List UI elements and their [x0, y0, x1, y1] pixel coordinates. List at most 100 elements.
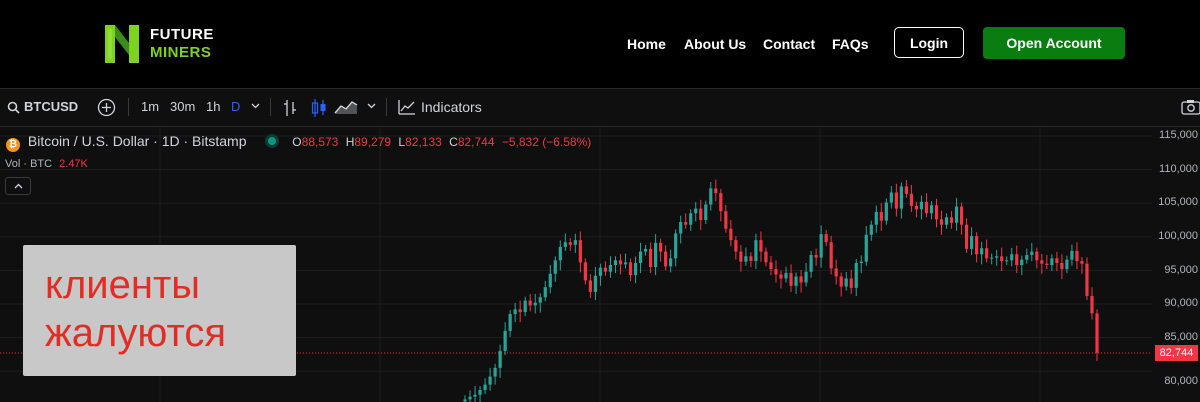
- candle: [1015, 254, 1019, 266]
- candle: [478, 390, 482, 395]
- candle: [919, 201, 924, 210]
- candle: [694, 208, 698, 214]
- candle: [508, 314, 512, 331]
- candle: [648, 248, 653, 268]
- candle: [1010, 254, 1014, 261]
- interval-30m[interactable]: 30m: [170, 99, 196, 114]
- candle: [613, 260, 618, 266]
- login-button[interactable]: Login: [894, 27, 964, 58]
- candle: [483, 384, 487, 391]
- candle: [598, 267, 603, 276]
- candle: [1055, 258, 1059, 264]
- candle: [518, 309, 522, 313]
- candle: [528, 300, 532, 306]
- candle: [839, 276, 843, 287]
- chevron-down-icon[interactable]: [367, 103, 376, 109]
- candle: [1085, 263, 1089, 296]
- change-value: −5,832 (−6.58%): [501, 135, 592, 149]
- interval-1m[interactable]: 1m: [141, 99, 160, 114]
- indicators-button[interactable]: Indicators: [421, 99, 482, 115]
- price-plot[interactable]: [0, 126, 1152, 402]
- nav-about-us[interactable]: About Us: [684, 36, 747, 52]
- future-miners-logo[interactable]: FUTURE MINERS: [103, 18, 214, 70]
- candle: [588, 280, 592, 292]
- add-symbol-icon[interactable]: [97, 98, 116, 117]
- candle: [578, 240, 582, 263]
- candle: [859, 261, 863, 264]
- candle: [809, 254, 813, 272]
- candle: [498, 351, 502, 368]
- candle: [990, 257, 994, 259]
- symbol-search[interactable]: BTCUSD: [24, 99, 79, 114]
- candle: [924, 201, 929, 214]
- candle: [970, 236, 974, 249]
- candle: [563, 242, 567, 247]
- candlestick-icon[interactable]: [311, 98, 327, 118]
- candle: [909, 193, 914, 206]
- candle: [754, 240, 758, 261]
- camera-icon[interactable]: [1181, 99, 1200, 115]
- close-value: 82,744: [457, 135, 495, 149]
- symbol-title[interactable]: Bitcoin / U.S. Dollar · 1D · Bitstamp: [27, 133, 247, 149]
- candle: [899, 186, 903, 209]
- candle: [954, 206, 959, 223]
- candle: [1075, 250, 1079, 261]
- interval-1h[interactable]: 1h: [206, 99, 221, 114]
- candle: [934, 205, 939, 220]
- bar-chart-icon[interactable]: [283, 99, 297, 117]
- candle: [904, 186, 908, 194]
- candle: [959, 206, 964, 225]
- open-account-button[interactable]: Open Account: [983, 27, 1125, 59]
- volume-label[interactable]: Vol · BTC: [5, 158, 53, 170]
- candle: [744, 256, 748, 262]
- logo-line-1: FUTURE: [150, 26, 214, 43]
- chevron-up-icon: [14, 183, 22, 189]
- candle: [1090, 295, 1094, 314]
- candle: [864, 234, 868, 262]
- nav-home[interactable]: Home: [627, 36, 666, 52]
- candle: [759, 240, 763, 252]
- candle: [699, 208, 703, 220]
- candle: [669, 258, 673, 267]
- candle: [618, 260, 623, 265]
- axis-tick: 105,000: [1158, 196, 1198, 208]
- candle: [1025, 254, 1029, 260]
- high-value: 89,279: [354, 135, 392, 149]
- open-value: 88,573: [301, 135, 339, 149]
- market-status-dot: [268, 137, 277, 145]
- nav-faqs[interactable]: FAQs: [832, 36, 869, 52]
- candle: [939, 219, 944, 225]
- candle: [674, 233, 678, 259]
- candle: [488, 376, 492, 385]
- bitcoin-icon: ₿: [6, 138, 20, 152]
- search-icon[interactable]: [7, 101, 20, 114]
- indicators-icon[interactable]: [398, 99, 416, 115]
- candle: [543, 287, 547, 298]
- candle: [664, 251, 668, 267]
- toolbar-divider: [270, 98, 271, 116]
- candle: [995, 256, 999, 258]
- candle: [769, 262, 773, 270]
- collapse-legend-button[interactable]: [5, 177, 31, 195]
- nav-contact[interactable]: Contact: [763, 36, 816, 52]
- axis-tick: 85,000: [1164, 331, 1198, 343]
- candle: [874, 211, 878, 225]
- candle: [689, 213, 693, 225]
- candle: [729, 228, 733, 241]
- candle: [583, 262, 587, 281]
- chevron-down-icon[interactable]: [251, 103, 260, 109]
- axis-tick: 95,000: [1164, 264, 1198, 276]
- candle: [794, 276, 798, 286]
- candle: [1020, 259, 1024, 266]
- candle: [714, 188, 718, 194]
- interval-d[interactable]: D: [231, 99, 241, 114]
- candle: [1080, 260, 1084, 264]
- candle: [929, 205, 934, 214]
- overlay-line-1: клиенты: [45, 263, 201, 307]
- candle: [608, 265, 613, 272]
- area-chart-icon[interactable]: [334, 99, 358, 115]
- candle: [824, 234, 828, 243]
- candle: [879, 211, 883, 221]
- axis-tick: 80,000: [1164, 375, 1198, 387]
- close-label: C: [449, 135, 458, 149]
